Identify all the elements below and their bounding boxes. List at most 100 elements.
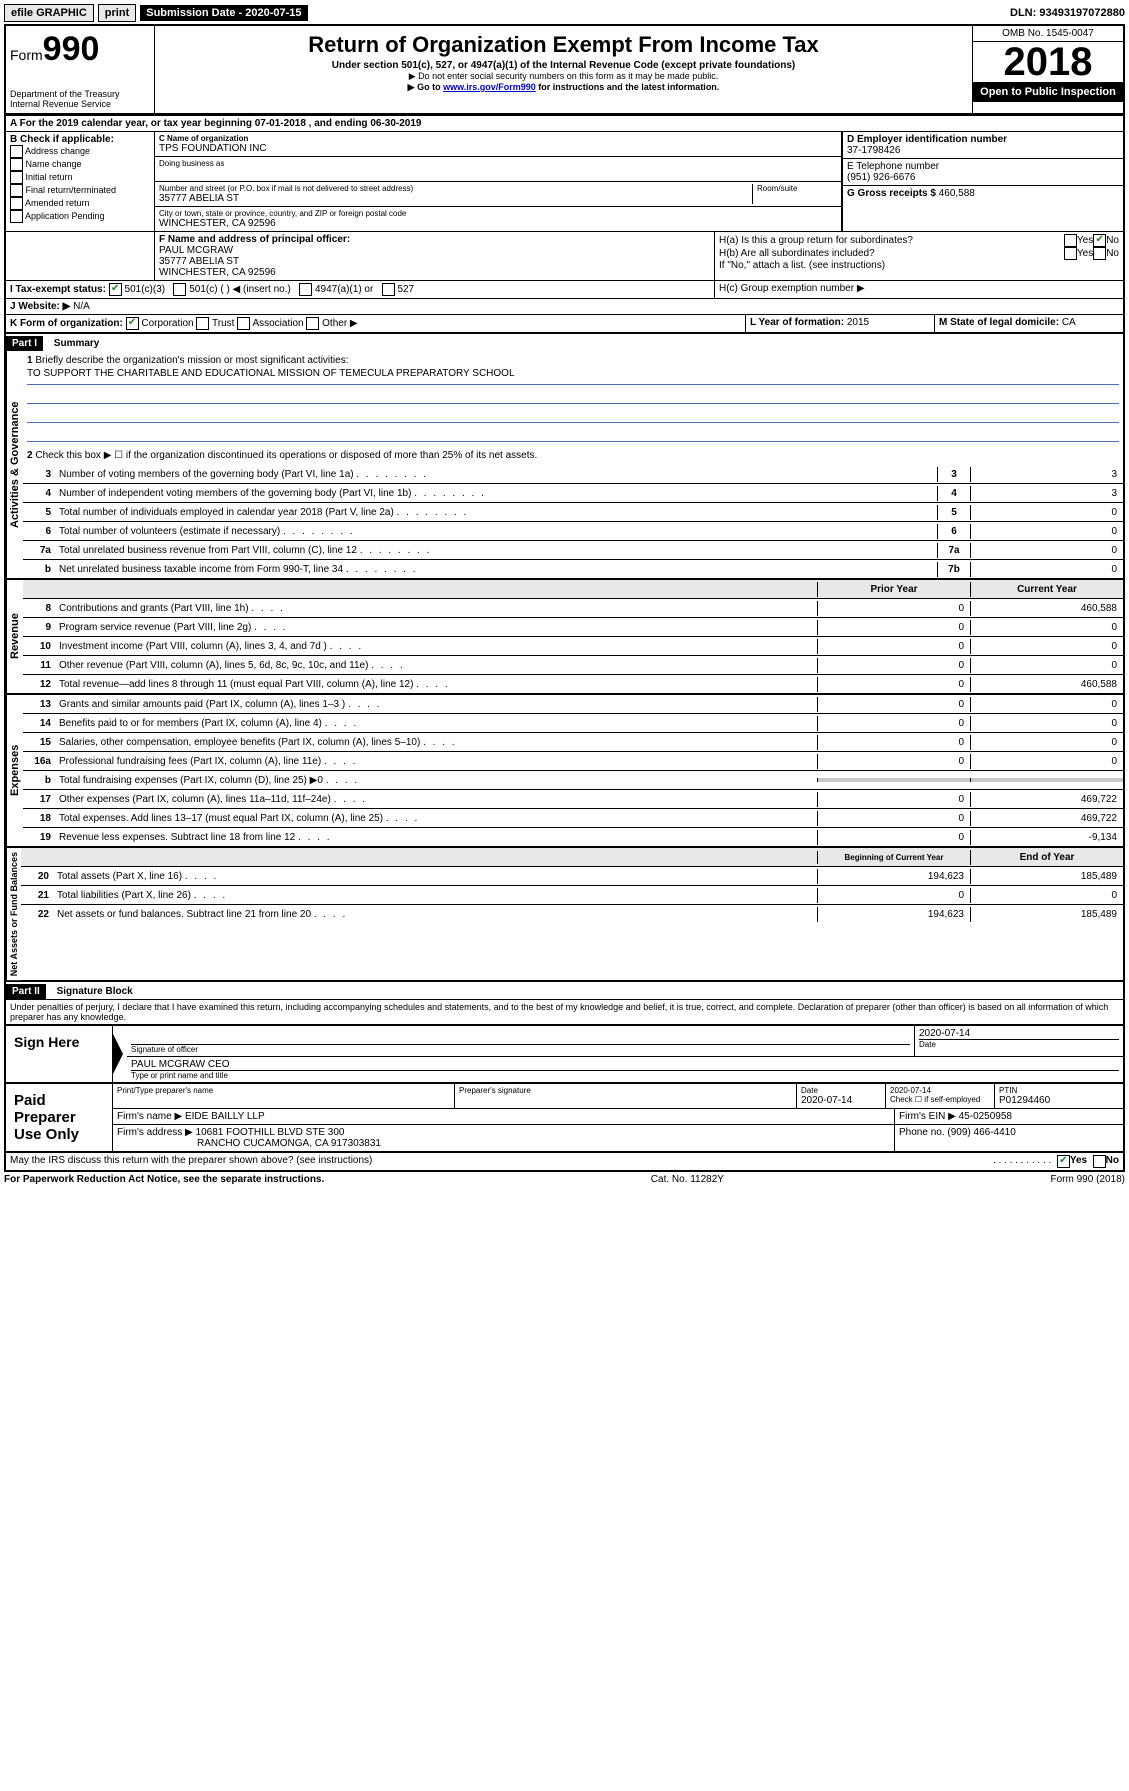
trust-checkbox[interactable] — [196, 317, 209, 330]
line-4-value: 3 — [970, 486, 1123, 501]
website-value: N/A — [73, 301, 90, 312]
501c3-checkbox[interactable] — [109, 283, 122, 296]
line-13-prior: 0 — [817, 697, 970, 712]
check-amended-return[interactable] — [10, 197, 23, 210]
part1-badge: Part I — [6, 336, 43, 351]
dept-treasury: Department of the Treasury — [10, 89, 150, 99]
hc-label: H(c) Group exemption number ▶ — [715, 281, 1123, 298]
part2-title: Signature Block — [57, 986, 133, 997]
line-16a-current: 0 — [970, 754, 1123, 769]
line-10-current: 0 — [970, 639, 1123, 654]
hb-yes-checkbox[interactable] — [1064, 247, 1077, 260]
officer-name: PAUL MCGRAW — [159, 245, 710, 256]
section-j: J Website: ▶ N/A — [4, 299, 1125, 315]
check-address-change[interactable] — [10, 145, 23, 158]
check-final-return-terminated[interactable] — [10, 184, 23, 197]
part2-badge: Part II — [6, 984, 46, 999]
firm-ein: 45-0250958 — [959, 1111, 1012, 1122]
line-15-current: 0 — [970, 735, 1123, 750]
ha-no-checkbox[interactable] — [1093, 234, 1106, 247]
form-title: Return of Organization Exempt From Incom… — [159, 32, 968, 58]
line-11-prior: 0 — [817, 658, 970, 673]
prior-year-header: Prior Year — [817, 582, 970, 597]
section-e-label: E Telephone number — [847, 161, 1119, 172]
line-14-current: 0 — [970, 716, 1123, 731]
vert-label-net: Net Assets or Fund Balances — [6, 848, 21, 980]
efile-button[interactable]: efile GRAPHIC — [4, 4, 94, 22]
hb-no-checkbox[interactable] — [1093, 247, 1106, 260]
paid-preparer-label: Paid Preparer Use Only — [6, 1084, 113, 1151]
section-g-label: G Gross receipts $ — [847, 188, 936, 199]
irs-link[interactable]: www.irs.gov/Form990 — [443, 82, 536, 92]
line-8-current: 460,588 — [970, 601, 1123, 616]
line-5-value: 0 — [970, 505, 1123, 520]
line-17-prior: 0 — [817, 792, 970, 807]
form-number: Form990 — [10, 30, 150, 69]
page-footer: For Paperwork Reduction Act Notice, see … — [4, 1172, 1125, 1187]
section-b-label: B Check if applicable: — [10, 134, 150, 145]
open-public-badge: Open to Public Inspection — [973, 82, 1123, 102]
activities-governance-section: Activities & Governance 1 Briefly descri… — [4, 351, 1125, 580]
dba-label: Doing business as — [159, 159, 837, 168]
line-17-current: 469,722 — [970, 792, 1123, 807]
check-application-pending[interactable] — [10, 210, 23, 223]
line-6-value: 0 — [970, 524, 1123, 539]
section-a: A For the 2019 calendar year, or tax yea… — [4, 115, 1125, 132]
vert-label-revenue: Revenue — [6, 580, 23, 693]
firm-addr2: RANCHO CUCAMONGA, CA 917303831 — [197, 1138, 890, 1149]
line-8-prior: 0 — [817, 601, 970, 616]
527-checkbox[interactable] — [382, 283, 395, 296]
tax-year: 2018 — [973, 42, 1123, 82]
line-11-current: 0 — [970, 658, 1123, 673]
vert-label-governance: Activities & Governance — [6, 351, 23, 578]
line-16a-prior: 0 — [817, 754, 970, 769]
discuss-no-checkbox[interactable] — [1093, 1155, 1106, 1168]
arrow-icon — [113, 1034, 123, 1074]
sections-b-g: B Check if applicable: Address change Na… — [4, 132, 1125, 232]
assoc-checkbox[interactable] — [237, 317, 250, 330]
net-assets-section: Net Assets or Fund Balances Beginning of… — [4, 848, 1125, 982]
section-f-label: F Name and address of principal officer: — [159, 234, 710, 245]
other-checkbox[interactable] — [306, 317, 319, 330]
line-18-current: 469,722 — [970, 811, 1123, 826]
part2-header-row: Part II Signature Block — [4, 982, 1125, 999]
date-label: Date — [919, 1040, 1119, 1049]
dln-label: DLN: 93493197072880 — [1010, 7, 1125, 19]
org-name: TPS FOUNDATION INC — [159, 143, 837, 154]
501c-checkbox[interactable] — [173, 283, 186, 296]
ptin-value: P01294460 — [999, 1095, 1119, 1106]
line-19-prior: 0 — [817, 830, 970, 845]
state-domicile: CA — [1062, 317, 1076, 328]
4947-checkbox[interactable] — [299, 283, 312, 296]
discuss-row: May the IRS discuss this return with the… — [4, 1153, 1125, 1172]
gross-receipts: 460,588 — [939, 188, 975, 199]
corp-checkbox[interactable] — [126, 317, 139, 330]
ha-label: H(a) Is this a group return for subordin… — [719, 235, 1064, 246]
ha-yes-checkbox[interactable] — [1064, 234, 1077, 247]
org-city: WINCHESTER, CA 92596 — [159, 218, 837, 229]
current-year-header: Current Year — [970, 582, 1123, 597]
sign-date: 2020-07-14 — [919, 1028, 1119, 1040]
irs-label: Internal Revenue Service — [10, 99, 150, 109]
hb-note: If "No," attach a list. (see instruction… — [719, 260, 1119, 271]
line-21-prior: 0 — [817, 888, 970, 903]
officer-printed-name: PAUL MCGRAW CEO — [131, 1059, 1119, 1071]
line-22-prior: 194,623 — [817, 907, 970, 922]
print-button[interactable]: print — [98, 4, 136, 22]
discuss-yes-checkbox[interactable] — [1057, 1155, 1070, 1168]
line-19-current: -9,134 — [970, 830, 1123, 845]
check-initial-return[interactable] — [10, 171, 23, 184]
line-b-prior — [817, 778, 970, 782]
check-name-change[interactable] — [10, 158, 23, 171]
year-formation: 2015 — [847, 317, 869, 328]
sections-f-h: F Name and address of principal officer:… — [4, 232, 1125, 281]
line-18-prior: 0 — [817, 811, 970, 826]
hb-label: H(b) Are all subordinates included? — [719, 248, 1064, 259]
paid-preparer-block: Paid Preparer Use Only Print/Type prepar… — [4, 1084, 1125, 1153]
officer-addr2: WINCHESTER, CA 92596 — [159, 267, 710, 278]
line-9-current: 0 — [970, 620, 1123, 635]
room-label: Room/suite — [757, 184, 837, 193]
line-3-value: 3 — [970, 467, 1123, 482]
line-21-current: 0 — [970, 888, 1123, 903]
note-ssn: ▶ Do not enter social security numbers o… — [159, 71, 968, 82]
